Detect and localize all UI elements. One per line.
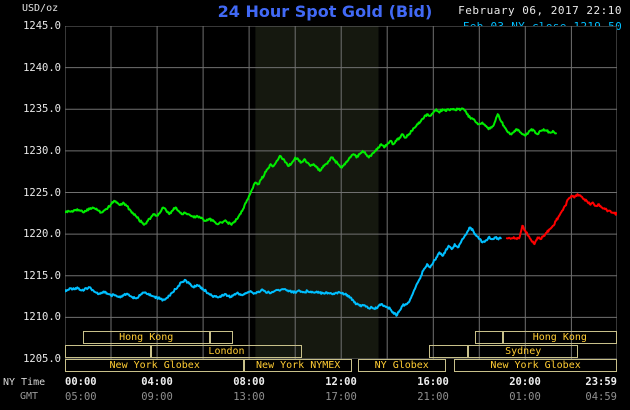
gridlines bbox=[65, 26, 617, 359]
x-tick-ny-0800: 08:00 bbox=[233, 376, 265, 388]
y-axis-tick-1245-0: 1245.0 bbox=[23, 20, 61, 32]
x-tick-ny-1600: 16:00 bbox=[417, 376, 449, 388]
series-line-pre-session bbox=[65, 226, 502, 317]
x-axis: NY Time GMT 00:00 05:00 04:00 09:00 08:00 13:… bbox=[0, 376, 630, 410]
session-ny-globex-2: NY Globex bbox=[357, 359, 446, 372]
y-axis-tick-1220-0: 1220.0 bbox=[23, 228, 61, 241]
session-hong-kong-2: Hong Kong bbox=[502, 331, 617, 344]
series-line-sunday bbox=[505, 193, 617, 246]
session-london-pre bbox=[65, 345, 151, 358]
x-tick-gmt-0500: 05:00 bbox=[65, 391, 97, 403]
y-axis-tick-1230-0: 1230.0 bbox=[23, 144, 61, 157]
session-london: London bbox=[150, 345, 303, 358]
session-hong-kong-lead bbox=[474, 331, 503, 344]
x-axis-gmt-label: GMT bbox=[20, 391, 39, 402]
market-session-bars: Hong Kong Hong Kong London Sydney New York G… bbox=[65, 331, 617, 375]
session-sydney-pre bbox=[429, 345, 468, 358]
x-tick-gmt-0459: 04:59 bbox=[585, 391, 617, 403]
session-ny-globex-1: New York Globex bbox=[65, 359, 245, 372]
x-tick-gmt-0900: 09:00 bbox=[141, 391, 173, 403]
y-axis-tick-1235-0: 1235.0 bbox=[23, 103, 61, 116]
x-tick-ny-2000: 20:00 bbox=[509, 376, 541, 388]
x-tick-gmt-1700: 17:00 bbox=[325, 391, 357, 403]
session-row-1: Hong Kong Hong Kong bbox=[65, 331, 617, 344]
y-axis-tick-1215-0: 1215.0 bbox=[23, 269, 61, 282]
x-tick-gmt-1300: 13:00 bbox=[233, 391, 265, 403]
x-tick-ny-2359: 23:59 bbox=[585, 376, 617, 388]
page-title: 24 Hour Spot Gold (Bid) bbox=[217, 2, 433, 21]
x-tick-ny-1200: 12:00 bbox=[325, 376, 357, 388]
x-tick-ny-0400: 04:00 bbox=[141, 376, 173, 388]
session-ny-globex-3: New York Globex bbox=[454, 359, 617, 372]
session-hong-kong-1: Hong Kong bbox=[82, 331, 210, 344]
x-tick-gmt-2100: 21:00 bbox=[417, 391, 449, 403]
y-axis-unit-label: USD/oz bbox=[22, 3, 59, 14]
x-axis-ny-time-label: NY Time bbox=[3, 377, 46, 388]
y-axis-tick-1205-0: 1205.0 bbox=[23, 353, 61, 365]
y-axis-tick-1210-0: 1210.0 bbox=[23, 311, 61, 324]
session-ny-nymex: New York NYMEX bbox=[244, 359, 352, 372]
x-tick-gmt-0100: 01:00 bbox=[509, 391, 541, 403]
chart-plot-area bbox=[65, 26, 617, 359]
y-axis-tick-1225-0: 1225.0 bbox=[23, 186, 61, 199]
x-tick-ny-0000: 00:00 bbox=[65, 376, 97, 388]
timestamp: February 06, 2017 22:10 bbox=[458, 4, 622, 17]
session-hong-kong-tail bbox=[209, 331, 234, 344]
session-row-3: New York Globex New York NYMEX NY Globex Ne… bbox=[65, 359, 617, 372]
session-sydney: Sydney bbox=[468, 345, 579, 358]
series-line-current bbox=[65, 107, 557, 226]
y-axis-labels: 1245.0 1240.0 1235.0 1230.0 1225.0 1220.0 1215… bbox=[0, 0, 63, 410]
y-axis-tick-1240-0: 1240.0 bbox=[23, 61, 61, 74]
session-row-2: London Sydney bbox=[65, 345, 617, 358]
price-chart-svg bbox=[65, 26, 617, 359]
